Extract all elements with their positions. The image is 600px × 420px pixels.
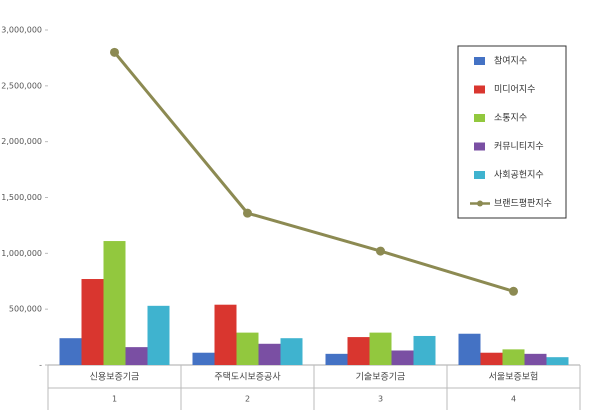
bar xyxy=(325,353,348,365)
x-tick-number: 1 xyxy=(112,395,117,404)
bar xyxy=(125,347,148,365)
x-tick-label: 서울보증보험 xyxy=(489,372,539,383)
bar xyxy=(236,332,259,365)
line-point xyxy=(243,208,252,218)
legend-swatch xyxy=(474,57,485,65)
x-tick-number: 2 xyxy=(245,395,250,404)
legend-dot xyxy=(477,200,483,207)
bar xyxy=(280,338,303,365)
bar xyxy=(81,279,104,365)
y-tick-label: 1,000,000 xyxy=(1,249,42,258)
bar xyxy=(391,350,414,365)
y-tick-label: 2,500,000 xyxy=(1,81,42,90)
bar xyxy=(59,338,82,365)
legend-label: 사회공헌지수 xyxy=(494,170,544,181)
y-tick-label: 2,000,000 xyxy=(1,137,42,146)
x-tick-label: 기술보증기금 xyxy=(356,372,406,383)
y-tick-label: 1,500,000 xyxy=(1,193,42,202)
bar xyxy=(258,343,281,365)
line-point xyxy=(110,47,119,57)
bar xyxy=(546,357,569,365)
legend-label: 소통지수 xyxy=(494,113,527,124)
bar xyxy=(369,332,392,365)
y-tick-label: 3,000,000 xyxy=(1,26,42,35)
x-tick-label: 주택도시보증공사 xyxy=(214,372,281,383)
bar xyxy=(524,353,547,365)
x-tick-number: 4 xyxy=(511,395,516,404)
bar xyxy=(347,337,370,365)
y-tick-label: 500,000 xyxy=(9,305,42,314)
line xyxy=(113,51,514,293)
bar xyxy=(103,241,126,365)
line-point xyxy=(376,246,385,256)
legend-label: 미디어지수 xyxy=(494,84,535,95)
legend-swatch xyxy=(474,114,485,122)
y-tick-label: - xyxy=(39,361,42,370)
bar xyxy=(413,335,436,365)
x-tick-label: 신용보증기금 xyxy=(90,372,140,383)
legend-swatch xyxy=(474,171,485,179)
legend-swatch xyxy=(474,85,485,94)
line-point xyxy=(509,286,518,296)
legend-label: 참여지수 xyxy=(494,55,527,67)
bar xyxy=(502,349,525,365)
bar xyxy=(458,333,481,365)
bar xyxy=(147,305,170,365)
legend-label: 커뮤니티지수 xyxy=(494,141,544,152)
bar xyxy=(480,352,503,365)
bar xyxy=(192,352,215,365)
x-tick-number: 3 xyxy=(378,395,383,404)
bar xyxy=(214,304,237,365)
legend-swatch xyxy=(474,142,485,151)
legend-label: 브랜드평판지수 xyxy=(494,198,552,209)
legend-box xyxy=(457,45,567,219)
